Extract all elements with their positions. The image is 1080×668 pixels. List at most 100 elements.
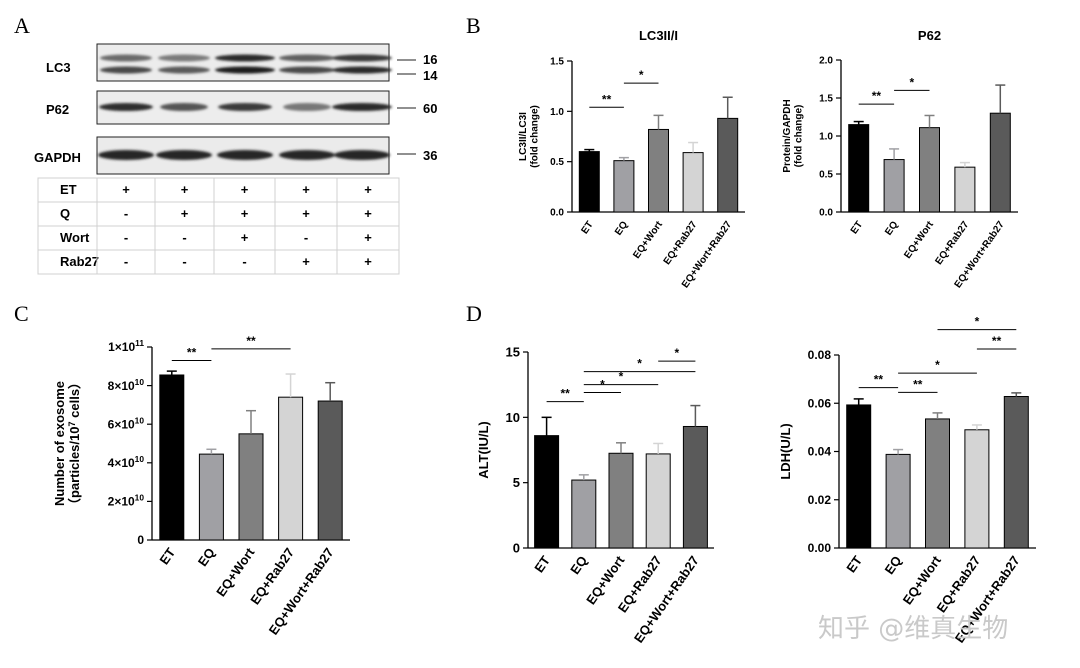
bar [534, 435, 560, 549]
condition-value: + [364, 254, 372, 269]
significance-label: * [619, 370, 624, 384]
significance-label: * [935, 358, 940, 372]
bar [571, 479, 597, 549]
y-tick-label: 0.0 [550, 208, 564, 219]
x-tick-label: EQ+Rab27 [933, 219, 971, 267]
condition-value: - [242, 254, 246, 269]
bar [682, 425, 708, 549]
condition-value: + [181, 182, 189, 197]
y-tick-label: 4×1010 [108, 454, 145, 470]
blot-label-lc3: LC3 [46, 60, 71, 75]
bar [846, 404, 872, 549]
table-row [37, 177, 400, 203]
significance-label: * [639, 68, 644, 82]
condition-value: - [124, 230, 128, 245]
bar [613, 160, 635, 213]
bar [1003, 395, 1029, 549]
chart-title: LC3II/I [639, 28, 678, 43]
bar [198, 453, 224, 541]
x-tick-label: EQ [613, 219, 630, 237]
condition-value: + [241, 206, 249, 221]
bar [578, 151, 600, 213]
y-axis-label: LC3II/LC3I(fold change) [518, 105, 541, 168]
table-row [37, 201, 400, 227]
marker-16: 16 [423, 52, 437, 67]
x-tick-label: EQ [567, 553, 590, 577]
table-row [37, 249, 400, 275]
blot-band [332, 66, 392, 74]
bar [717, 117, 739, 213]
x-tick-label: EQ [881, 553, 904, 577]
blot-band [158, 54, 210, 62]
bar [682, 152, 704, 213]
blot-label-gapdh: GAPDH [34, 150, 81, 165]
condition-value: + [364, 230, 372, 245]
condition-value: + [302, 182, 310, 197]
y-tick-label: 1.5 [819, 94, 833, 105]
bar [925, 418, 950, 549]
y-tick-label: 0.0 [819, 208, 833, 219]
significance-label: ** [602, 92, 612, 106]
y-tick-label: 0.08 [808, 348, 832, 362]
marker-36: 36 [423, 148, 437, 163]
blot-band [334, 150, 390, 160]
chart-p62: P62 0.0 0.5 1.0 1.5 2.0 Protein/GAPDH(fold cha… [782, 28, 1018, 290]
x-tick-label: EQ [195, 545, 218, 569]
panel-label-c: C [14, 301, 29, 326]
bar [848, 124, 870, 213]
x-tick-label: ET [531, 553, 553, 575]
y-tick-label: 8×1010 [108, 377, 145, 393]
y-tick-label: 0 [137, 533, 144, 547]
condition-label: ET [60, 182, 77, 197]
table-row [37, 225, 400, 251]
chart-title: P62 [918, 28, 941, 43]
bar [278, 396, 304, 541]
bar [317, 400, 343, 541]
x-tick-label: EQ+Wort [902, 219, 936, 261]
bar [885, 453, 911, 549]
bar [159, 374, 185, 541]
blot-band [158, 66, 210, 74]
y-tick-label: 15 [506, 345, 520, 360]
condition-value: - [304, 230, 308, 245]
significance-label: * [674, 346, 679, 360]
y-tick-label: 5 [513, 475, 520, 490]
y-tick-label: 0.02 [808, 493, 832, 507]
condition-label: Wort [60, 230, 90, 245]
bar [989, 112, 1011, 213]
y-tick-label: 1×1011 [108, 338, 144, 354]
condition-value: - [124, 254, 128, 269]
p62-bands [99, 103, 392, 111]
bar [954, 166, 976, 213]
blot-band [156, 150, 212, 160]
y-tick-label: 10 [506, 410, 520, 425]
y-tick-label: 0.04 [808, 445, 832, 459]
blot-band [215, 54, 275, 62]
y-tick-label: 0.00 [808, 541, 832, 555]
bar [919, 127, 940, 213]
gapdh-bands [98, 150, 390, 160]
condition-value: + [302, 254, 310, 269]
condition-value: + [241, 182, 249, 197]
panel-label-d: D [466, 301, 482, 326]
x-tick-label: EQ+Wort [213, 545, 258, 600]
condition-value: + [364, 182, 372, 197]
significance-label: ** [874, 373, 884, 387]
significance-label: * [909, 75, 914, 89]
y-tick-label: 0 [513, 541, 520, 556]
bar [964, 429, 990, 549]
significance-label: ** [913, 377, 923, 391]
x-tick-label: EQ [883, 219, 900, 237]
blot-band [217, 150, 273, 160]
bar [648, 128, 669, 213]
y-axis-label: Number of exosome（particles/107 cells） [52, 376, 82, 511]
blot-band [279, 66, 335, 74]
x-tick-label: ET [843, 553, 865, 575]
blot-label-p62: P62 [46, 102, 69, 117]
condition-label: Rab27 [60, 254, 99, 269]
condition-value: + [122, 182, 130, 197]
x-tick-label: ET [579, 219, 595, 236]
y-tick-label: 2×1010 [108, 493, 145, 509]
